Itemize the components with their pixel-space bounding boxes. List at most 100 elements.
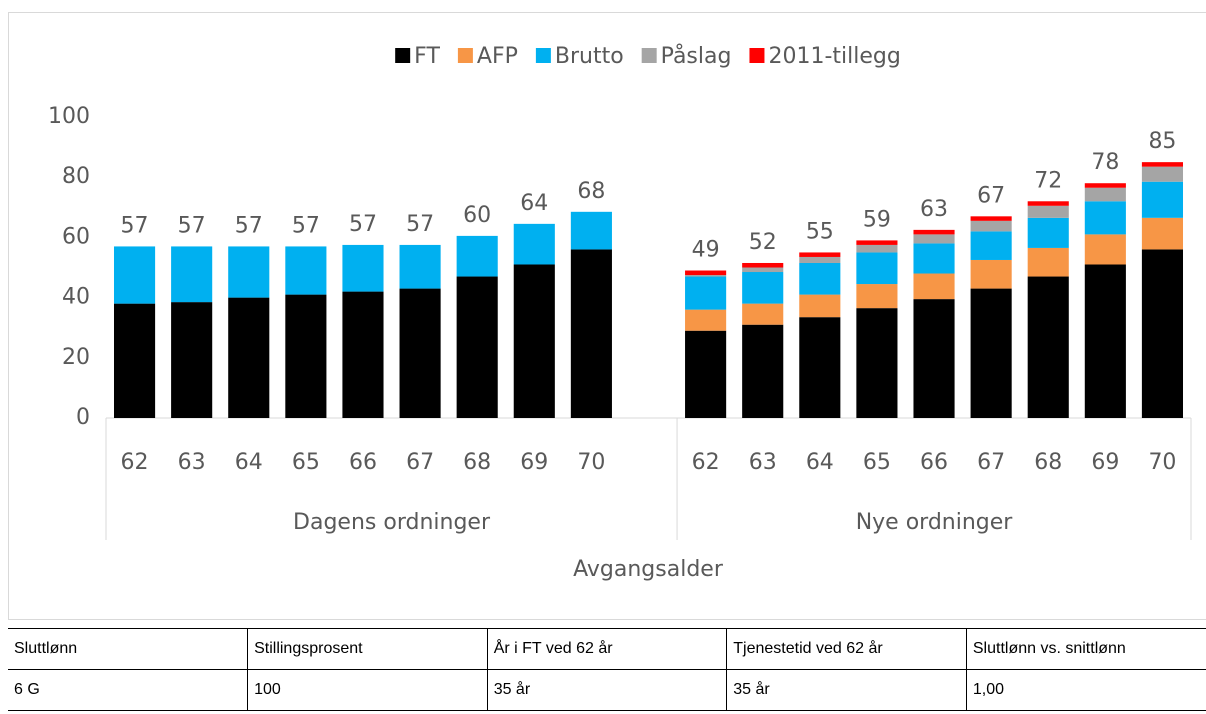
bar-segment	[856, 284, 898, 309]
bar-segment	[970, 231, 1012, 260]
bar-segment	[342, 244, 384, 292]
chart: Avgangsalder 0 20 40 60 80 100 Dagens ordninge…	[8, 12, 1206, 620]
bar-segment	[171, 246, 213, 303]
table-cell: Stillingsprosent	[247, 628, 488, 670]
table-cell: Sluttlønn	[8, 628, 249, 670]
bar-segment	[285, 246, 327, 295]
total-label: 85	[1148, 129, 1176, 154]
total-label: 78	[1091, 150, 1119, 175]
bar-segment	[1027, 205, 1069, 218]
y-tick-label: 80	[62, 164, 90, 189]
total-label: 52	[749, 230, 777, 255]
bar-segment	[570, 249, 612, 418]
bar-segment	[799, 252, 841, 257]
x-tick-label: 64	[806, 450, 834, 475]
total-label: 59	[863, 207, 891, 232]
legend-label: Brutto	[555, 44, 624, 69]
table-row: 6 G 100 35 år 35 år 1,00	[8, 669, 1206, 711]
total-label: 57	[292, 213, 320, 238]
bar-segment	[1084, 201, 1126, 235]
table-cell: Tjenestetid ved 62 år	[726, 628, 967, 670]
bar-segment	[913, 229, 955, 235]
total-label: 63	[920, 197, 948, 222]
total-label: 49	[692, 238, 720, 263]
bar-segment	[856, 240, 898, 245]
x-tick-label: 63	[749, 450, 777, 475]
legend-label: FT	[414, 44, 440, 69]
x-tick-label: 63	[178, 450, 206, 475]
total-label: 57	[235, 213, 263, 238]
bar-segment	[228, 246, 270, 298]
x-tick-label: 62	[692, 450, 720, 475]
table-cell: 100	[247, 669, 488, 711]
bar-segment	[856, 308, 898, 418]
bar-segment	[1141, 181, 1184, 218]
total-label: 57	[121, 213, 149, 238]
y-tick-label: 100	[48, 104, 90, 129]
x-tick-label: 66	[349, 450, 377, 475]
bar-segment	[913, 243, 955, 274]
y-tick-label: 20	[62, 345, 90, 370]
total-label: 64	[520, 191, 548, 216]
bar-segment	[742, 267, 784, 273]
bar-segment	[570, 211, 612, 250]
x-axis-title: Avgangsalder	[573, 557, 724, 582]
bar-segment	[513, 264, 555, 418]
total-label: 57	[178, 213, 206, 238]
bar-segment	[1141, 166, 1184, 182]
total-label: 68	[577, 179, 605, 204]
bar-segment	[856, 244, 898, 253]
bar-segment	[799, 256, 841, 263]
bar-segment	[913, 273, 955, 300]
bar-segment	[1084, 234, 1126, 265]
bar-segment	[970, 259, 1012, 289]
x-tick-label: 68	[463, 450, 491, 475]
info-table: Sluttlønn Stillingsprosent År i FT ved 62 …	[8, 628, 1206, 711]
table-cell: 1,00	[965, 669, 1206, 711]
bar-segment	[342, 291, 384, 418]
bar-segment	[1084, 264, 1126, 418]
x-tick-label: 64	[235, 450, 263, 475]
bar-segment	[799, 317, 841, 418]
x-tick-label: 69	[1091, 450, 1119, 475]
total-label: 60	[463, 203, 491, 228]
total-label: 67	[977, 183, 1005, 208]
bar-segment	[970, 216, 1012, 221]
bar-segment	[456, 235, 498, 277]
group-label: Dagens ordninger	[293, 510, 491, 535]
legend-swatch	[535, 48, 551, 63]
x-tick-label: 70	[577, 450, 605, 475]
bar-segment	[1141, 217, 1184, 250]
legend-swatch	[641, 48, 657, 63]
bar-segment	[742, 262, 784, 268]
bar-segment	[856, 252, 898, 285]
bar-segment	[799, 294, 841, 318]
bar-segment	[799, 262, 841, 295]
bar-segment	[1141, 249, 1184, 418]
table-cell: 35 år	[726, 669, 967, 711]
bar-segment	[685, 276, 727, 310]
bar-segment	[742, 303, 784, 325]
table-cell: Sluttlønn vs. snittlønn	[965, 628, 1206, 670]
legend-swatch	[457, 48, 473, 63]
x-tick-label: 65	[292, 450, 320, 475]
bar-segment	[685, 330, 727, 418]
legend-label: AFP	[477, 44, 518, 69]
x-tick-label: 68	[1034, 450, 1062, 475]
bar-segment	[685, 309, 727, 331]
bar-segment	[1084, 183, 1126, 188]
bar-segment	[1027, 217, 1069, 248]
group-label: Nye ordninger	[856, 510, 1014, 535]
bar-segment	[685, 275, 727, 277]
bar-segment	[456, 276, 498, 418]
x-tick-label: 67	[406, 450, 434, 475]
bar-segment	[685, 270, 727, 276]
table-cell: 6 G	[8, 669, 249, 711]
bar-segment	[113, 246, 156, 304]
total-label: 55	[806, 219, 834, 244]
bar-segment	[913, 234, 955, 244]
bar-segment	[1084, 187, 1126, 202]
bar-segment	[1027, 201, 1069, 206]
bar-segment	[285, 294, 327, 418]
